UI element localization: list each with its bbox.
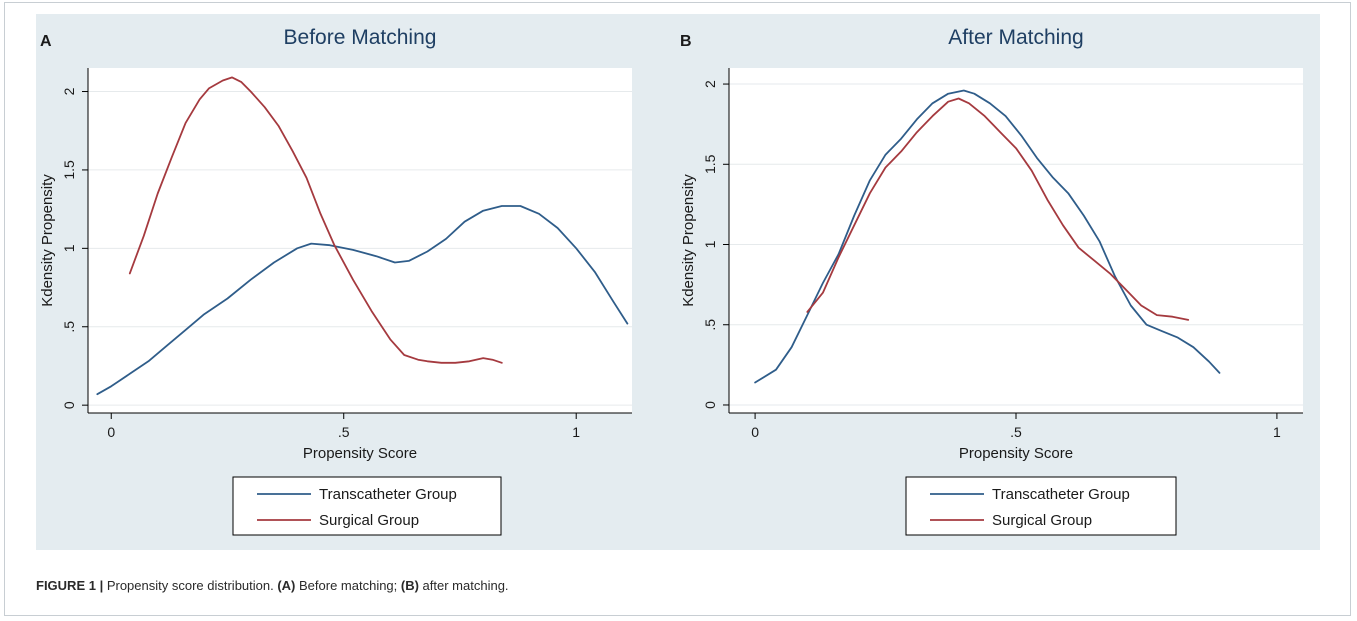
x-tick-label: .5 bbox=[1010, 424, 1022, 440]
legend-label: Surgical Group bbox=[992, 512, 1092, 529]
series-line-surgical bbox=[128, 76, 503, 364]
figure-caption: FIGURE 1 | Propensity score distribution… bbox=[36, 578, 509, 593]
panel-label: B bbox=[680, 33, 692, 50]
y-tick-label: .5 bbox=[61, 321, 77, 333]
y-tick-label: 2 bbox=[61, 87, 77, 95]
series-line-surgical bbox=[806, 97, 1190, 321]
y-tick-label: 1 bbox=[702, 240, 718, 248]
plot-area bbox=[729, 68, 1303, 413]
chart-panel-a: A Before Matching 0 .5 1 1.5 2 0 .5 1 Propensity S… bbox=[39, 26, 632, 536]
chart-panel-b: B After Matching 0 .5 1 1.5 2 0 .5 1 Propensity Sc… bbox=[680, 26, 1303, 536]
y-tick-label: 2 bbox=[702, 80, 718, 88]
x-tick-label: 0 bbox=[751, 424, 759, 440]
x-tick-label: 1 bbox=[572, 424, 580, 440]
y-tick-label: 0 bbox=[702, 401, 718, 409]
x-tick-label: .5 bbox=[338, 424, 350, 440]
y-tick-label: 1 bbox=[61, 244, 77, 252]
plot-area bbox=[88, 68, 632, 413]
caption-b: (B) bbox=[400, 578, 419, 593]
legend-box bbox=[905, 476, 1177, 536]
legend-box bbox=[232, 476, 502, 536]
caption-mid: Before matching; bbox=[295, 578, 401, 593]
y-tick-label: 1.5 bbox=[702, 154, 718, 174]
panel-label: A bbox=[40, 33, 52, 50]
x-tick-label: 0 bbox=[107, 424, 115, 440]
chart-title: After Matching bbox=[948, 26, 1083, 49]
legend-label: Transcatheter Group bbox=[992, 486, 1130, 503]
series-line-transcatheter bbox=[96, 205, 629, 396]
y-tick-label: .5 bbox=[702, 319, 718, 331]
chart-title: Before Matching bbox=[284, 26, 437, 49]
y-tick-label: 0 bbox=[61, 401, 77, 409]
x-axis-label: Propensity Score bbox=[959, 445, 1073, 462]
x-tick-label: 1 bbox=[1273, 424, 1281, 440]
y-axis-label: Kdensity Propensity bbox=[680, 174, 697, 307]
caption-label: FIGURE 1 | bbox=[36, 578, 104, 593]
y-axis-label: Kdensity Propensity bbox=[39, 174, 56, 307]
caption-text: Propensity score distribution. bbox=[103, 578, 278, 593]
x-axis-label: Propensity Score bbox=[303, 445, 417, 462]
caption-a: (A) bbox=[277, 578, 296, 593]
series-line-transcatheter bbox=[754, 89, 1221, 384]
legend-label: Surgical Group bbox=[319, 512, 419, 529]
legend-label: Transcatheter Group bbox=[319, 486, 457, 503]
y-tick-label: 1.5 bbox=[61, 160, 77, 180]
caption-end: after matching. bbox=[418, 578, 509, 593]
